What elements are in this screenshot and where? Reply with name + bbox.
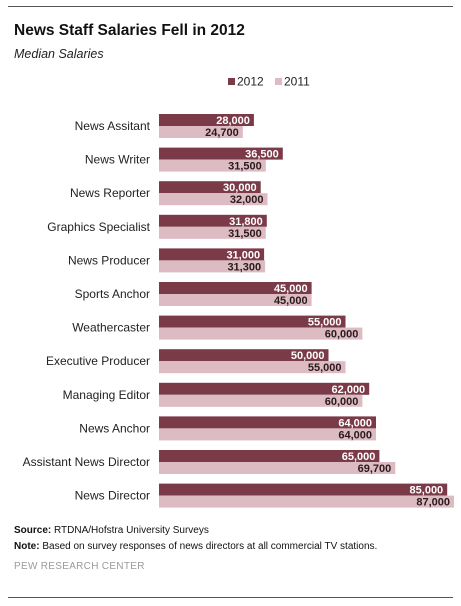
bar-2011	[159, 260, 266, 273]
category-label: News Writer	[85, 153, 150, 167]
data-label-2011: 60,000	[325, 396, 359, 408]
data-label-2012: 62,000	[332, 384, 366, 396]
category-label: News Reporter	[70, 186, 150, 200]
category-label: Weathercaster	[72, 321, 150, 335]
legend-label-2012: 2012	[237, 75, 264, 89]
bar-2011	[159, 462, 396, 474]
chart-title: News Staff Salaries Fell in 2012	[14, 22, 245, 39]
data-label-2011: 24,700	[205, 127, 239, 139]
source-label: Source:	[14, 525, 52, 536]
bar-2011	[159, 327, 363, 340]
category-label: News Assitant	[75, 119, 151, 133]
bar-2011	[159, 495, 454, 508]
legend-swatch-2011	[275, 78, 282, 85]
data-label-2012: 31,000	[226, 249, 260, 261]
data-label-2011: 31,500	[228, 228, 262, 240]
data-label-2012: 30,000	[223, 182, 257, 194]
note-label: Note:	[14, 541, 40, 552]
bar-2012	[159, 416, 376, 429]
note-text: Based on survey responses of news direct…	[39, 541, 378, 552]
data-label-2011: 45,000	[274, 295, 308, 307]
category-label: Assistant News Director	[23, 455, 150, 469]
bar-2012	[159, 282, 312, 294]
bar-2012	[159, 382, 370, 395]
bar-2012	[159, 450, 380, 462]
top-rule	[8, 6, 453, 7]
bar-2011	[159, 226, 266, 239]
category-label: Managing Editor	[63, 388, 150, 402]
bar-2011	[159, 394, 363, 407]
note-line: Note: Based on survey responses of news …	[14, 541, 377, 552]
category-label: Graphics Specialist	[47, 220, 150, 234]
category-label: News Producer	[68, 253, 150, 267]
bar-2012	[159, 147, 283, 160]
data-label-2011: 31,500	[228, 161, 262, 173]
category-label: Executive Producer	[46, 354, 150, 368]
bottom-rule	[8, 597, 453, 598]
data-label-2012: 65,000	[342, 451, 376, 463]
source-text: RTDNA/Hofstra University Surveys	[51, 525, 209, 536]
data-label-2012: 31,800	[229, 216, 263, 228]
data-label-2012: 45,000	[274, 283, 308, 295]
category-label: News Director	[75, 489, 150, 503]
chart-subtitle: Median Salaries	[14, 47, 104, 61]
legend-swatch-2012	[228, 78, 235, 85]
bar-2011	[159, 361, 346, 374]
bar-2011	[159, 294, 312, 306]
data-label-2011: 31,300	[227, 261, 261, 273]
data-label-2012: 50,000	[291, 350, 325, 362]
data-label-2012: 64,000	[338, 417, 372, 429]
bar-2011	[159, 159, 266, 172]
bar-2011	[159, 193, 268, 206]
data-label-2012: 36,500	[245, 149, 279, 161]
bar-2012	[159, 114, 254, 126]
bar-2012	[159, 248, 265, 261]
category-label: News Anchor	[79, 421, 150, 435]
data-label-2011: 69,700	[358, 463, 392, 475]
bar-2012	[159, 349, 329, 362]
legend-label-2011: 2011	[284, 75, 310, 89]
data-label-2012: 55,000	[308, 317, 342, 329]
organization-credit: PEW RESEARCH CENTER	[14, 561, 145, 572]
data-label-2011: 32,000	[230, 194, 264, 206]
bar-2012	[159, 214, 267, 227]
data-label-2011: 60,000	[325, 329, 359, 341]
data-label-2012: 85,000	[410, 485, 444, 497]
data-label-2012: 28,000	[216, 115, 250, 127]
bar-2012	[159, 315, 346, 328]
bar-2011	[159, 428, 376, 441]
data-label-2011: 64,000	[338, 429, 372, 441]
bar-2012	[159, 483, 448, 496]
category-label: Sports Anchor	[75, 287, 150, 301]
bar-2011	[159, 126, 243, 138]
data-label-2011: 55,000	[308, 362, 342, 374]
source-line: Source: RTDNA/Hofstra University Surveys	[14, 525, 209, 536]
data-label-2011: 87,000	[416, 497, 450, 509]
bar-2012	[159, 181, 261, 194]
